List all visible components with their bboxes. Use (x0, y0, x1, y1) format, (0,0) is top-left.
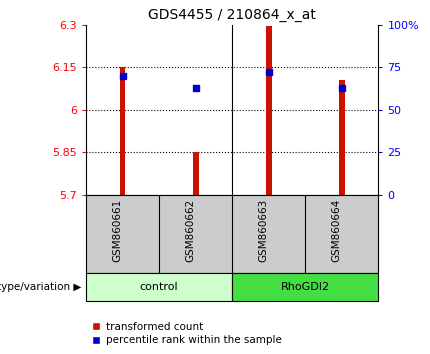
Text: RhoGDI2: RhoGDI2 (281, 282, 330, 292)
Text: genotype/variation ▶: genotype/variation ▶ (0, 282, 82, 292)
Title: GDS4455 / 210864_x_at: GDS4455 / 210864_x_at (148, 8, 316, 22)
Text: control: control (140, 282, 178, 292)
Bar (120, 67, 126, 195)
Bar (266, 26, 272, 195)
Text: GSM860663: GSM860663 (259, 199, 269, 262)
Legend: transformed count, percentile rank within the sample: transformed count, percentile rank withi… (91, 322, 282, 345)
Bar (232, 273, 378, 301)
Text: GSM860664: GSM860664 (332, 199, 342, 262)
Bar (193, 152, 199, 195)
Text: GSM860661: GSM860661 (113, 199, 123, 262)
Text: GSM860662: GSM860662 (186, 199, 196, 262)
Bar (86, 273, 232, 301)
Bar (339, 80, 345, 195)
